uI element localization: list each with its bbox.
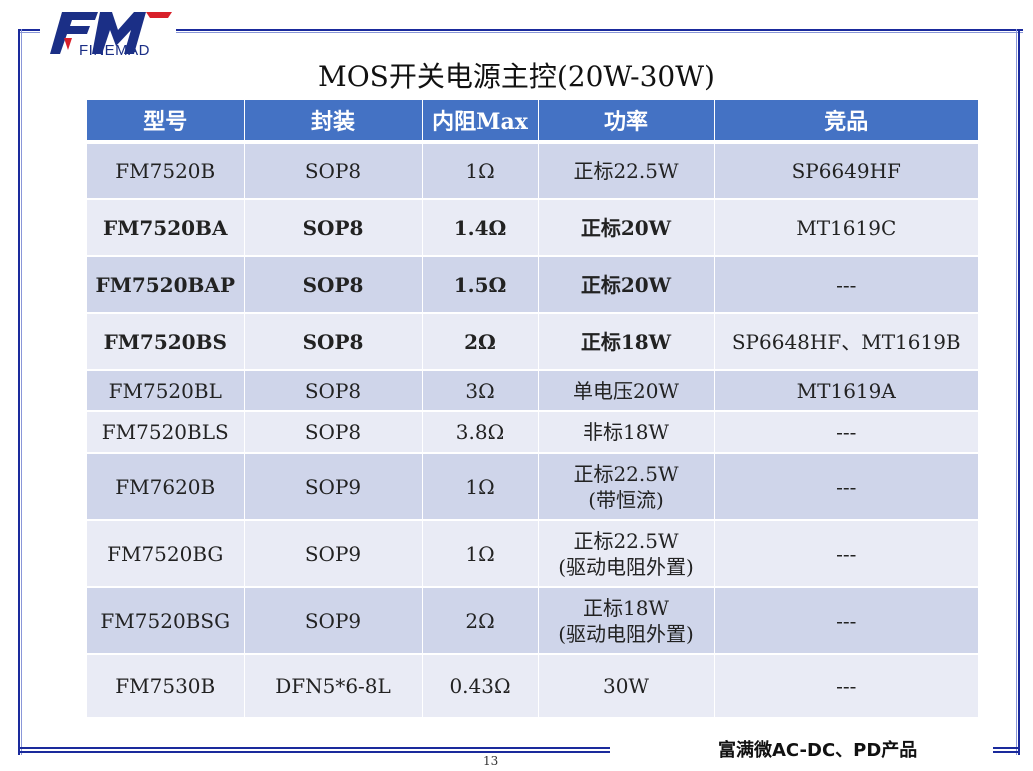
power-rating: 正标20W <box>580 215 672 240</box>
cell-model: FM7520BS <box>87 313 245 371</box>
cell-model: FM7620B <box>87 453 245 521</box>
power-rating: 正标18W <box>580 329 672 354</box>
product-table: 型号 封装 内阻Max 功率 竞品 FM7520B SOP8 1Ω 正标22.5W SP… <box>87 100 978 719</box>
cell-competitor: --- <box>714 256 978 314</box>
cell-power: 正标20W <box>538 199 715 257</box>
cell-rds: 2Ω <box>422 587 539 655</box>
power-note: (驱动电阻外置) <box>558 554 694 579</box>
power-rating: 正标22.5W <box>573 528 679 553</box>
cell-rds: 3.8Ω <box>422 411 539 454</box>
power-rating: 正标22.5W <box>573 159 679 183</box>
table-row: FM7520BSG SOP9 2Ω 正标18W (驱动电阻外置) --- <box>87 587 978 655</box>
cell-power: 正标22.5W <box>538 142 715 200</box>
power-rating: 30W <box>602 674 649 698</box>
cell-model: FM7520BL <box>87 370 245 412</box>
power-rating: 正标22.5W <box>573 461 679 486</box>
frame-bottom-line <box>18 747 610 753</box>
cell-model: FM7520BSG <box>87 587 245 655</box>
cell-package: SOP8 <box>244 142 423 200</box>
page-title: MOS开关电源主控(20W-30W) <box>318 60 715 93</box>
cell-package: SOP9 <box>244 520 423 588</box>
header-rds: 内阻Max <box>422 100 539 144</box>
table-row: FM7520BA SOP8 1.4Ω 正标20W MT1619C <box>87 199 978 257</box>
cell-competitor: SP6648HF、MT1619B <box>714 313 978 371</box>
header-power: 功率 <box>538 100 715 144</box>
cell-package: SOP8 <box>244 313 423 371</box>
table-row: FM7520BS SOP8 2Ω 正标18W SP6648HF、MT1619B <box>87 313 978 371</box>
cell-rds: 3Ω <box>422 370 539 412</box>
header-package: 封装 <box>244 100 423 144</box>
frame-right-line <box>1016 29 1020 755</box>
cell-rds: 2Ω <box>422 313 539 371</box>
cell-power: 正标18W <box>538 313 715 371</box>
cell-competitor: --- <box>714 520 978 588</box>
table-row: FM7530B DFN5*6-8L 0.43Ω 30W --- <box>87 654 978 719</box>
cell-package: SOP8 <box>244 370 423 412</box>
table-row: FM7620B SOP9 1Ω 正标22.5W (带恒流) --- <box>87 453 978 521</box>
cell-rds: 1Ω <box>422 520 539 588</box>
cell-model: FM7530B <box>87 654 245 719</box>
cell-power: 单电压20W <box>538 370 715 412</box>
table-body: FM7520B SOP8 1Ω 正标22.5W SP6649HF FM7520BA SOP8… <box>87 142 978 719</box>
cell-power: 正标22.5W (带恒流) <box>538 453 715 521</box>
cell-competitor: MT1619C <box>714 199 978 257</box>
cell-rds: 1Ω <box>422 453 539 521</box>
cell-competitor: MT1619A <box>714 370 978 412</box>
header-model: 型号 <box>87 100 245 144</box>
power-note: (驱动电阻外置) <box>558 621 694 646</box>
table-row: FM7520BG SOP9 1Ω 正标22.5W (驱动电阻外置) --- <box>87 520 978 588</box>
cell-model: FM7520BLS <box>87 411 245 454</box>
cell-package: SOP8 <box>244 199 423 257</box>
cell-power: 非标18W <box>538 411 715 454</box>
table-row: FM7520BL SOP8 3Ω 单电压20W MT1619A <box>87 370 978 412</box>
cell-competitor: SP6649HF <box>714 142 978 200</box>
cell-competitor: --- <box>714 453 978 521</box>
power-note: (带恒流) <box>588 487 664 512</box>
frame-bottom-line-right <box>993 747 1020 753</box>
cell-model: FM7520B <box>87 142 245 200</box>
cell-package: SOP8 <box>244 256 423 314</box>
cell-competitor: --- <box>714 411 978 454</box>
page-number: 13 <box>483 754 499 768</box>
cell-package: SOP8 <box>244 411 423 454</box>
cell-competitor: --- <box>714 654 978 719</box>
power-rating: 正标20W <box>580 272 672 297</box>
header-competitor: 竞品 <box>714 100 978 144</box>
power-rating: 单电压20W <box>572 378 679 403</box>
cell-package: DFN5*6-8L <box>244 654 423 719</box>
cell-model: FM7520BA <box>87 199 245 257</box>
table-row: FM7520BAP SOP8 1.5Ω 正标20W --- <box>87 256 978 314</box>
cell-power: 正标18W (驱动电阻外置) <box>538 587 715 655</box>
cell-rds: 1.4Ω <box>422 199 539 257</box>
cell-power: 30W <box>538 654 715 719</box>
company-logo <box>50 12 172 54</box>
cell-competitor: --- <box>714 587 978 655</box>
table-row: FM7520BLS SOP8 3.8Ω 非标18W --- <box>87 411 978 454</box>
power-rating: 非标18W <box>582 420 669 444</box>
cell-power: 正标22.5W (驱动电阻外置) <box>538 520 715 588</box>
cell-package: SOP9 <box>244 453 423 521</box>
cell-rds: 0.43Ω <box>422 654 539 719</box>
table-row: FM7520B SOP8 1Ω 正标22.5W SP6649HF <box>87 142 978 200</box>
table-header-row: 型号 封装 内阻Max 功率 竞品 <box>87 100 978 144</box>
frame-left-line <box>18 29 22 755</box>
frame-top-line <box>18 29 1023 33</box>
cell-model: FM7520BG <box>87 520 245 588</box>
cell-model: FM7520BAP <box>87 256 245 314</box>
logo-text: FINEMAD <box>79 42 150 59</box>
cell-power: 正标20W <box>538 256 715 314</box>
cell-rds: 1.5Ω <box>422 256 539 314</box>
power-rating: 正标18W <box>582 595 669 620</box>
footer-text: 富满微AC-DC、PD产品 <box>718 740 918 761</box>
cell-package: SOP9 <box>244 587 423 655</box>
cell-rds: 1Ω <box>422 142 539 200</box>
